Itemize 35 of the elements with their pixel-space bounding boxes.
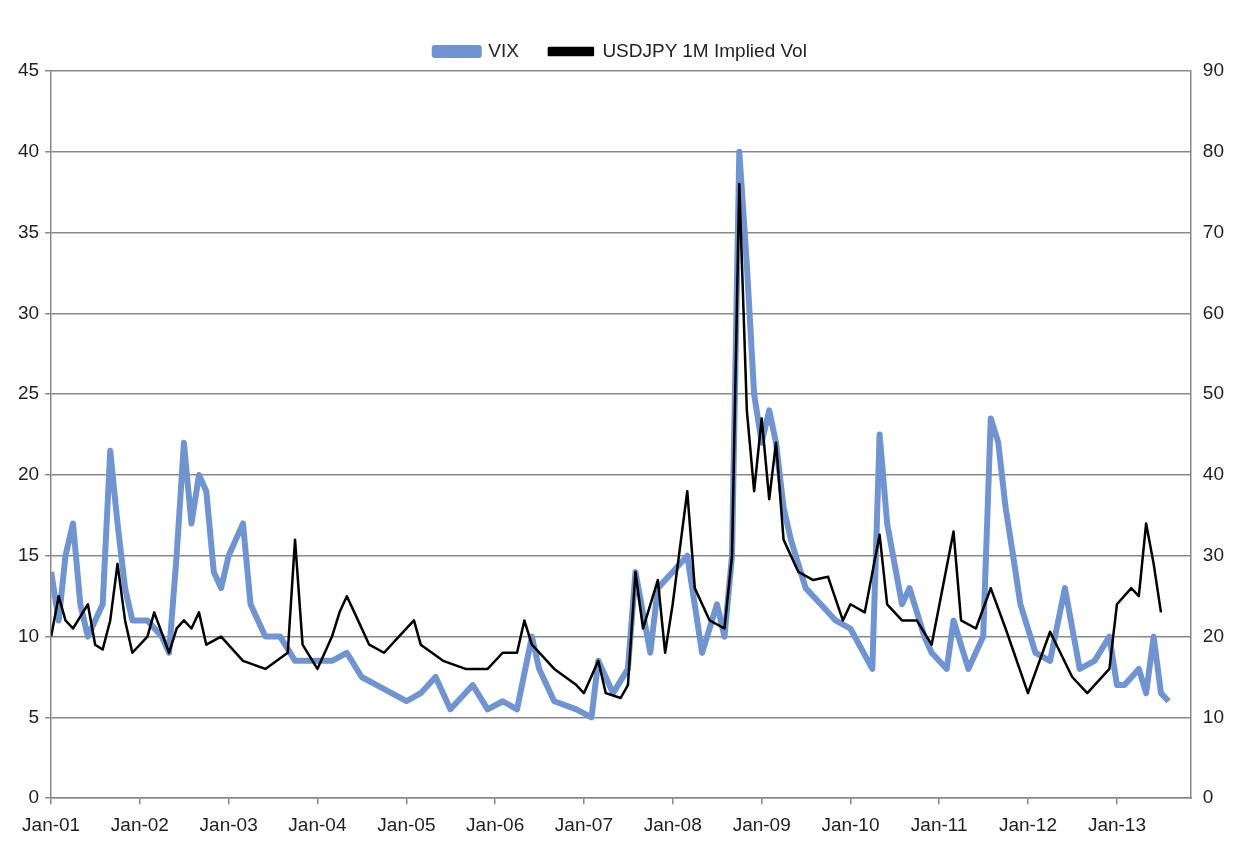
- legend-label: VIX: [488, 39, 520, 61]
- x-tick-label: Jan-03: [199, 813, 258, 835]
- y2-tick-label: 30: [1202, 544, 1225, 566]
- x-tick-label: Jan-10: [821, 813, 880, 835]
- y-tick-label: 5: [28, 705, 40, 727]
- y-tick-label: 30: [17, 301, 40, 323]
- x-tick-label: Jan-05: [377, 813, 436, 835]
- y2-tick-label: 80: [1202, 140, 1225, 162]
- y-tick-label: 10: [17, 624, 40, 646]
- y-tick-label: 20: [17, 463, 40, 485]
- y2-tick-label: 20: [1202, 624, 1225, 646]
- y2-tick-label: 50: [1202, 382, 1225, 404]
- y2-tick-label: 40: [1202, 463, 1225, 485]
- legend-label: USDJPY 1M Implied Vol: [602, 39, 807, 61]
- x-tick-label: Jan-08: [643, 813, 702, 835]
- y-tick-label: 35: [17, 220, 40, 242]
- x-tick-label: Jan-07: [554, 813, 613, 835]
- y-tick-label: 40: [17, 140, 40, 162]
- x-tick-label: Jan-11: [910, 813, 968, 835]
- x-tick-label: Jan-09: [732, 813, 791, 835]
- y-tick-label: 25: [17, 382, 40, 404]
- y-tick-label: 0: [28, 786, 40, 808]
- y-tick-label: 45: [17, 59, 40, 81]
- x-tick-label: Jan-13: [1087, 813, 1146, 835]
- y2-tick-label: 70: [1202, 220, 1225, 242]
- x-tick-label: Jan-04: [288, 813, 347, 835]
- x-tick-label: Jan-01: [22, 813, 81, 835]
- y2-tick-label: 0: [1202, 786, 1214, 808]
- y2-tick-label: 90: [1202, 59, 1225, 81]
- y-tick-label: 15: [17, 544, 40, 566]
- y2-tick-label: 60: [1202, 301, 1225, 323]
- y2-tick-label: 10: [1202, 705, 1225, 727]
- x-tick-label: Jan-12: [998, 813, 1057, 835]
- x-tick-label: Jan-06: [466, 813, 525, 835]
- x-tick-label: Jan-02: [110, 813, 169, 835]
